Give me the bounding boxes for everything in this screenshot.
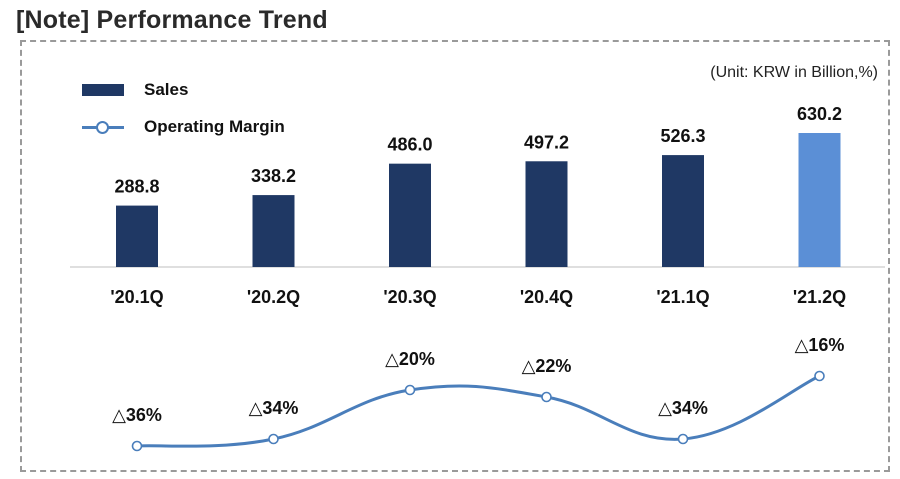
bar-6 (798, 133, 841, 267)
bar-5 (662, 155, 704, 267)
legend-sales-label: Sales (144, 80, 189, 99)
x-tick-label-6: '21.2Q (793, 287, 846, 307)
bar-2 (252, 195, 295, 267)
bar-3 (389, 163, 431, 267)
legend-operating-margin-label: Operating Margin (144, 117, 285, 136)
operating-margin-label-3: △20% (385, 349, 435, 369)
operating-margin-line (136, 374, 821, 448)
operating-margin-point-2 (268, 433, 279, 445)
legend-line-swatch (82, 120, 124, 134)
bar-value-label-1: 288.8 (114, 177, 159, 197)
chart-frame (20, 40, 890, 472)
x-tick-label-3: '20.3Q (383, 287, 436, 307)
operating-margin-point-4 (541, 391, 552, 403)
x-tick-label-4: '20.4Q (520, 287, 573, 307)
legend-operating-margin: Operating Margin (82, 117, 285, 137)
operating-margin-point-1 (131, 440, 143, 452)
bar-value-label-2: 338.2 (251, 166, 296, 186)
operating-margin-label-2: △34% (249, 398, 299, 418)
operating-margin-label-1: △36% (112, 405, 162, 425)
operating-margin-point-5 (677, 433, 689, 445)
x-tick-label-1: '20.1Q (110, 287, 163, 307)
bar-value-label-5: 526.3 (660, 126, 705, 146)
legend-bar-swatch (82, 84, 124, 96)
bar-4 (525, 161, 568, 267)
operating-margin-label-5: △34% (658, 398, 708, 418)
unit-label: (Unit: KRW in Billion,%) (710, 64, 878, 81)
bar-value-label-3: 486.0 (387, 135, 432, 155)
page-title: [Note] Performance Trend (16, 6, 328, 34)
legend-sales: Sales (82, 80, 188, 100)
operating-margin-label-6: △16% (795, 335, 845, 355)
operating-margin-point-3 (404, 384, 416, 396)
x-tick-label-5: '21.1Q (656, 287, 709, 307)
x-tick-label-2: '20.2Q (247, 287, 300, 307)
operating-margin-label-4: △22% (522, 356, 572, 376)
bar-value-label-6: 630.2 (797, 104, 842, 124)
bar-1 (116, 205, 158, 267)
bar-value-label-4: 497.2 (524, 132, 569, 152)
operating-margin-point-6 (814, 370, 825, 382)
